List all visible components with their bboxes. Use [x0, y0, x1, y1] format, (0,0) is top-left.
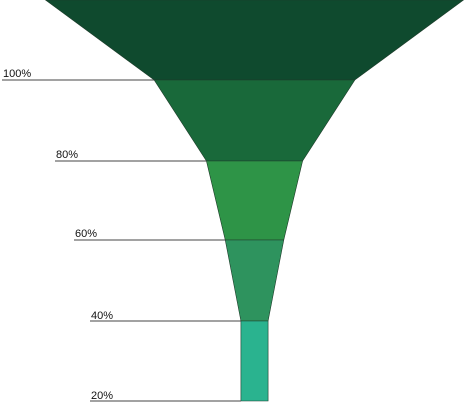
funnel-stage-5: [240, 320, 269, 402]
funnel-stage-1: [44, 0, 465, 81]
level-label-20: 20%: [91, 390, 113, 402]
level-label-40: 40%: [91, 310, 113, 322]
funnel-stage-2: [153, 79, 356, 162]
level-guides: [2, 79, 241, 402]
level-label-60: 60%: [75, 228, 97, 240]
funnel-stages: [44, 0, 465, 402]
level-labels: 100% 80% 60% 40% 20%: [3, 68, 113, 402]
funnel-stage-4: [224, 239, 285, 322]
funnel-stage-3: [206, 160, 303, 241]
level-label-100: 100%: [3, 68, 31, 80]
level-label-80: 80%: [56, 149, 78, 161]
